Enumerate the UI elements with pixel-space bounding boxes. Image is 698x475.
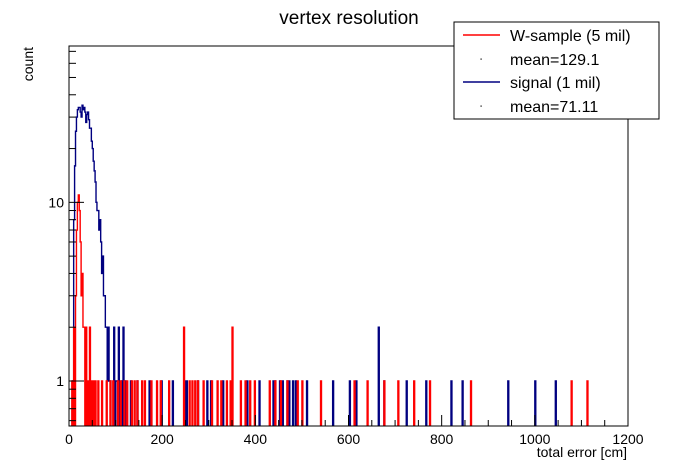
x-tick-label: 400 <box>244 431 268 447</box>
x-tick-label: 0 <box>65 431 73 447</box>
legend-dot-marker <box>480 105 482 107</box>
series-layer <box>71 104 589 426</box>
legend-entry-label: mean=71.11 <box>510 99 598 116</box>
x-tick-label: 1000 <box>519 431 550 447</box>
histogram-series-signal <box>72 104 557 426</box>
legend: W-sample (5 mil) mean=129.1 signal (1 mil)… <box>453 21 660 120</box>
x-tick-label: 800 <box>430 431 454 447</box>
y-tick-label: 1 <box>56 373 64 389</box>
legend-dot-marker <box>480 58 482 60</box>
legend-entry-label: signal (1 mil) <box>510 75 601 92</box>
y-axis-label: count <box>20 47 36 81</box>
y-tick-label: 10 <box>48 194 64 210</box>
chart-title: vertex resolution <box>279 8 418 29</box>
axis-layer: 0 200 400 600 800 1000 1200 1 10 <box>48 50 644 447</box>
legend-entry-label: W-sample (5 mil) <box>510 28 631 45</box>
x-tick-label: 1200 <box>612 431 643 447</box>
legend-entry-label: mean=129.1 <box>510 52 600 69</box>
x-tick-label: 200 <box>150 431 174 447</box>
legend-box <box>453 21 660 120</box>
x-tick-label: 600 <box>337 431 361 447</box>
x-axis-label: total error [cm] <box>537 444 627 460</box>
